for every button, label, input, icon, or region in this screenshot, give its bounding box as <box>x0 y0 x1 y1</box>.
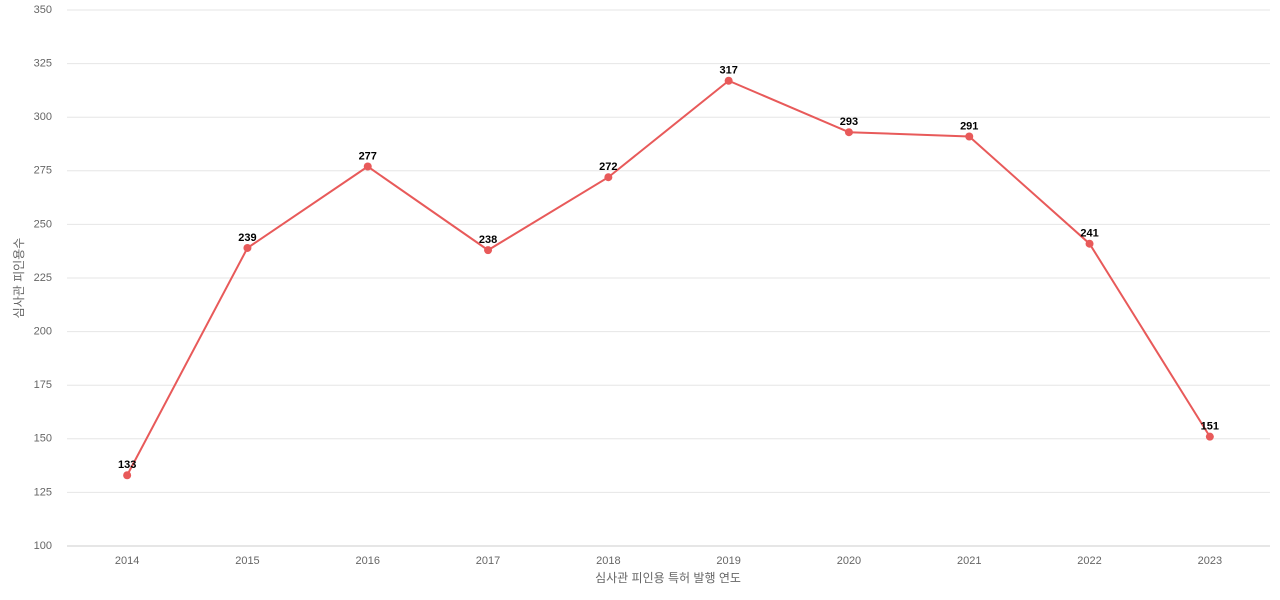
y-tick-label: 150 <box>34 433 52 445</box>
point <box>1205 432 1214 441</box>
value-label: 239 <box>238 232 256 244</box>
x-axis-label: 심사관 피인용 특허 발행 연도 <box>595 570 741 585</box>
value-label: 277 <box>359 150 377 162</box>
y-tick-label: 275 <box>34 165 52 177</box>
line <box>126 79 1211 476</box>
point <box>123 471 132 480</box>
x-tick-label: 2020 <box>837 555 861 567</box>
x-tick-label: 2014 <box>115 555 139 567</box>
y-tick-label: 250 <box>34 218 52 230</box>
y-tick-label: 225 <box>34 272 52 284</box>
x-tick-label: 2022 <box>1077 555 1101 567</box>
point <box>604 173 613 182</box>
y-tick-label: 125 <box>34 486 52 498</box>
value-label: 317 <box>719 65 737 77</box>
value-label: 272 <box>599 161 617 173</box>
value-label: 293 <box>840 116 858 128</box>
x-tick-label: 2019 <box>716 555 740 567</box>
y-tick-label: 100 <box>34 540 52 552</box>
point <box>724 76 733 85</box>
x-tick-label: 2023 <box>1198 555 1222 567</box>
x-tick-label: 2021 <box>957 555 981 567</box>
point <box>363 162 372 171</box>
y-tick-label: 200 <box>34 326 52 338</box>
value-label: 133 <box>118 459 136 471</box>
value-label: 291 <box>960 120 978 132</box>
value-label: 241 <box>1080 228 1098 240</box>
y-tick-label: 175 <box>34 379 52 391</box>
y-tick-label: 300 <box>34 111 52 123</box>
x-tick-label: 2015 <box>235 555 259 567</box>
point <box>1085 239 1094 248</box>
y-tick-label: 325 <box>34 58 52 70</box>
point <box>844 128 853 137</box>
point <box>484 246 493 255</box>
y-axis-label: 심사관 피인용수 <box>12 238 26 319</box>
x-tick-label: 2016 <box>356 555 380 567</box>
x-tick-label: 2017 <box>476 555 500 567</box>
value-label: 238 <box>479 234 497 246</box>
point <box>965 132 974 141</box>
value-label: 151 <box>1201 421 1219 433</box>
point <box>243 243 252 252</box>
x-tick-label: 2018 <box>596 555 620 567</box>
y-tick-label: 350 <box>34 4 52 16</box>
